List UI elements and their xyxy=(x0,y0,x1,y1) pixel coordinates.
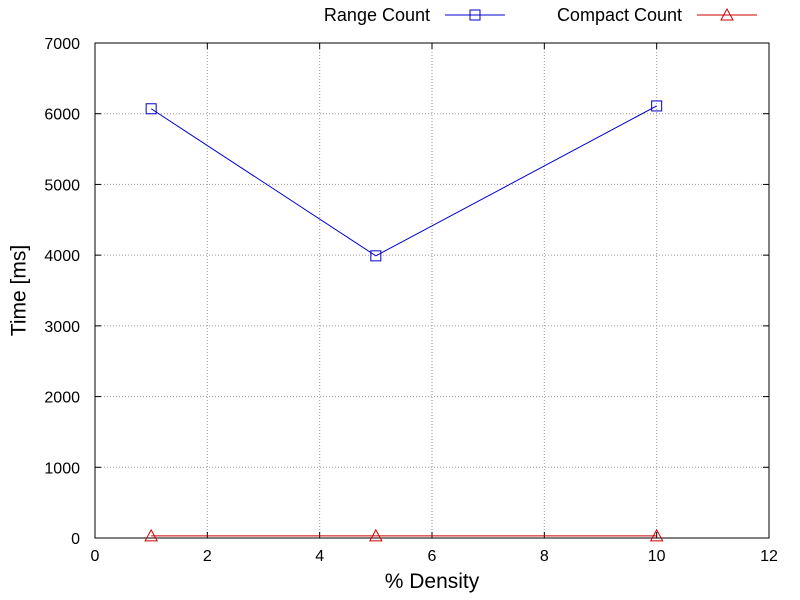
y-axis-title: Time [ms] xyxy=(8,245,31,336)
x-tick-label: 0 xyxy=(91,548,100,565)
legend-item-compact-count: Compact Count xyxy=(557,5,757,25)
compact-count-point xyxy=(368,528,383,542)
y-tick-label: 4000 xyxy=(44,248,80,265)
legend-item-range-count: Range Count xyxy=(324,5,505,25)
x-tick-label: 4 xyxy=(315,548,324,565)
y-tick-label: 6000 xyxy=(44,107,80,124)
x-tick-label: 8 xyxy=(540,548,549,565)
compact-count-point xyxy=(649,528,664,542)
compact-count-point xyxy=(144,528,159,542)
series-layer xyxy=(144,100,664,542)
y-tick-labels: 0 1000 2000 3000 4000 5000 6000 7000 xyxy=(44,36,80,548)
legend-marker-range-count xyxy=(469,9,481,21)
y-tick-label: 1000 xyxy=(44,460,80,477)
grid-lines xyxy=(95,43,769,538)
x-tick-labels: 0 2 4 6 8 10 12 xyxy=(91,548,778,565)
y-tick-label: 5000 xyxy=(44,177,80,194)
legend-label-compact-count: Compact Count xyxy=(557,5,682,25)
compact-count-series xyxy=(144,528,664,542)
legend-marker-compact-count xyxy=(720,7,734,21)
range-count-line xyxy=(150,105,657,257)
y-tick-label: 2000 xyxy=(44,390,80,407)
legend-label-range-count: Range Count xyxy=(324,5,430,25)
x-tick-label: 6 xyxy=(428,548,437,565)
range-count-series xyxy=(145,100,663,262)
range-count-point xyxy=(370,250,382,262)
x-axis-title: % Density xyxy=(385,570,480,593)
range-count-point xyxy=(651,100,663,112)
range-count-point xyxy=(145,103,157,115)
y-tick-label: 0 xyxy=(71,531,80,548)
axis-ticks xyxy=(94,42,770,539)
x-tick-label: 12 xyxy=(760,548,778,565)
x-tick-label: 2 xyxy=(203,548,212,565)
legend: Range Count Compact Count xyxy=(324,5,757,25)
x-tick-label: 10 xyxy=(648,548,666,565)
y-tick-label: 3000 xyxy=(44,319,80,336)
y-tick-label: 7000 xyxy=(44,36,80,53)
